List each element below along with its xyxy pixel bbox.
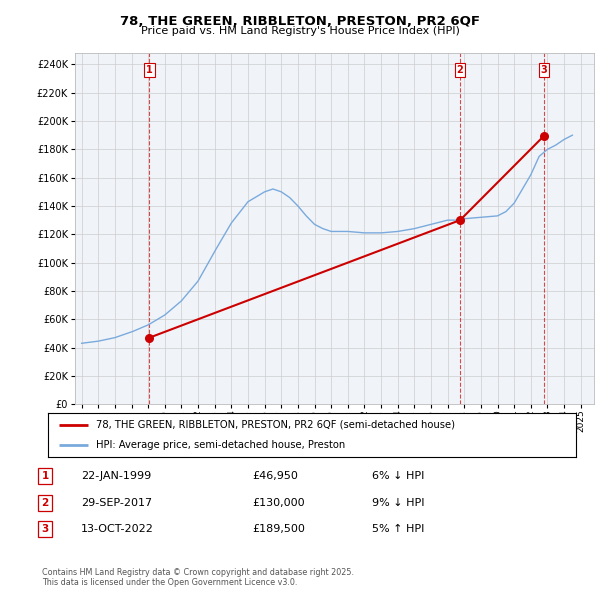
Text: 5% ↑ HPI: 5% ↑ HPI	[372, 525, 424, 534]
Text: Price paid vs. HM Land Registry's House Price Index (HPI): Price paid vs. HM Land Registry's House …	[140, 26, 460, 36]
Text: 9% ↓ HPI: 9% ↓ HPI	[372, 498, 425, 507]
Text: 6% ↓ HPI: 6% ↓ HPI	[372, 471, 424, 481]
Text: 1: 1	[146, 65, 153, 76]
Text: 22-JAN-1999: 22-JAN-1999	[81, 471, 151, 481]
Text: £46,950: £46,950	[252, 471, 298, 481]
Text: 3: 3	[41, 525, 49, 534]
Text: £189,500: £189,500	[252, 525, 305, 534]
Text: 78, THE GREEN, RIBBLETON, PRESTON, PR2 6QF: 78, THE GREEN, RIBBLETON, PRESTON, PR2 6…	[120, 15, 480, 28]
Text: 78, THE GREEN, RIBBLETON, PRESTON, PR2 6QF (semi-detached house): 78, THE GREEN, RIBBLETON, PRESTON, PR2 6…	[95, 420, 455, 430]
Text: 2: 2	[457, 65, 463, 76]
Text: 3: 3	[541, 65, 547, 76]
Text: HPI: Average price, semi-detached house, Preston: HPI: Average price, semi-detached house,…	[95, 440, 345, 450]
Text: Contains HM Land Registry data © Crown copyright and database right 2025.
This d: Contains HM Land Registry data © Crown c…	[42, 568, 354, 587]
Text: 29-SEP-2017: 29-SEP-2017	[81, 498, 152, 507]
Text: 13-OCT-2022: 13-OCT-2022	[81, 525, 154, 534]
Text: 2: 2	[41, 498, 49, 507]
Text: £130,000: £130,000	[252, 498, 305, 507]
Text: 1: 1	[41, 471, 49, 481]
